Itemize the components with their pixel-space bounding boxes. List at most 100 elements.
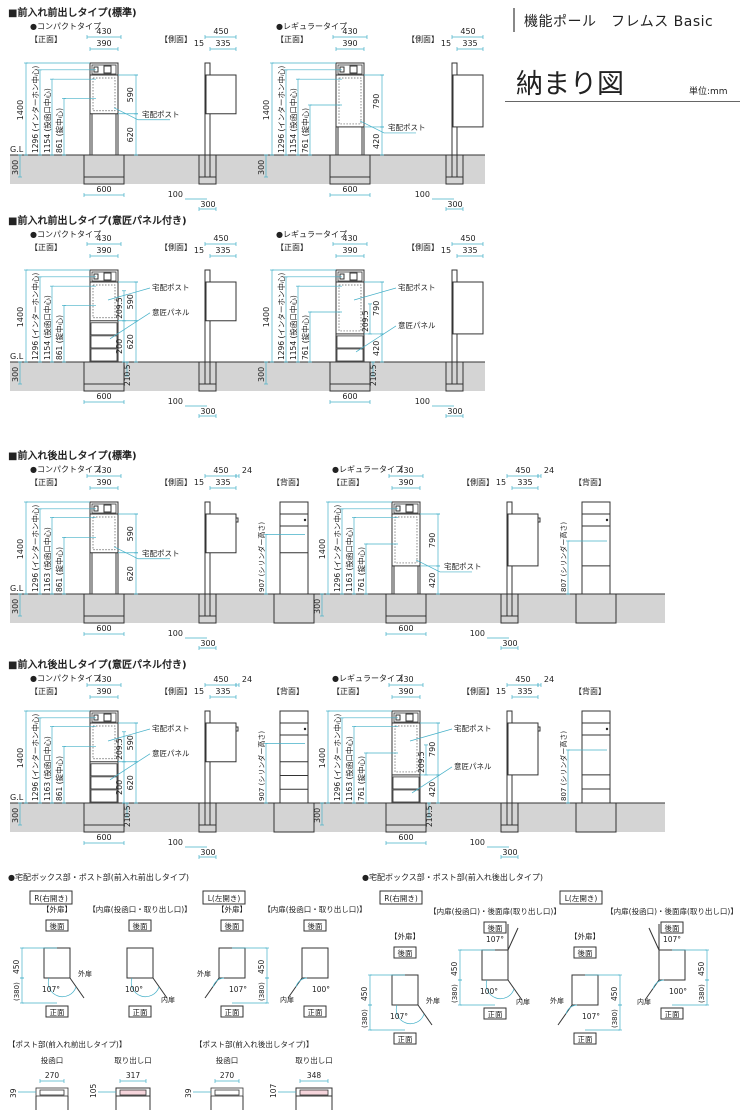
dim-text-intercom: 1296 (インターホン中心)	[30, 714, 40, 801]
side-box	[452, 281, 484, 335]
dim-text: 1400	[318, 748, 327, 768]
front-tag-text: 正面	[225, 1008, 240, 1017]
dim-text: 430	[96, 675, 111, 684]
post-label: 宅配ポスト	[398, 282, 436, 292]
dim-text: 348	[307, 1071, 322, 1080]
post-leader	[113, 107, 139, 121]
view-label: 【内扉(投函口・取り出し口)】	[88, 904, 191, 914]
dim-text: 600	[398, 833, 413, 842]
post-label: 宅配ポスト	[454, 723, 492, 733]
dim-text: 105	[89, 1083, 98, 1098]
cylinder-lock	[605, 518, 609, 522]
section-title: ■前入れ前出しタイプ(意匠パネル付き)	[8, 214, 187, 227]
angle-text: 107°	[582, 1012, 600, 1021]
dim-text: 24	[242, 466, 252, 475]
dim-text: 430	[342, 27, 357, 36]
angle-text: 100°	[669, 987, 687, 996]
dim-text: 39	[9, 1088, 18, 1098]
post-leader	[107, 728, 151, 742]
dim-text: 100	[415, 190, 430, 199]
side-footing-base	[198, 615, 217, 624]
door-label: 外扉	[426, 996, 440, 1005]
design-panel	[90, 335, 118, 349]
camera-icon	[103, 713, 112, 722]
dim-text: 450	[515, 675, 530, 684]
box-door-outline	[92, 516, 116, 551]
front-view-label: 【正面】	[332, 478, 364, 487]
hand-tag-text: R(右開き)	[34, 893, 68, 903]
post-leader	[353, 287, 397, 301]
box-door-outline	[92, 77, 116, 112]
dim-text: 430	[398, 675, 413, 684]
dim-text: (380)	[698, 984, 706, 1003]
box-plan	[571, 974, 599, 1006]
dim-text: 24	[242, 675, 252, 684]
dim-text: 430	[96, 466, 111, 475]
dim-text: 335	[215, 246, 230, 255]
front-view-label: 【正面】	[332, 687, 364, 696]
side-view-label: 【側面】	[462, 686, 494, 696]
delivery-box	[391, 513, 421, 567]
back-frame	[581, 710, 611, 804]
dim-text: 1400	[318, 539, 327, 559]
side-box	[205, 722, 237, 763]
view-label: 【外扉】	[217, 904, 247, 914]
opening-slot	[214, 1089, 240, 1096]
door-label: 内扉	[516, 997, 530, 1006]
front-tag	[45, 1005, 69, 1018]
side-handle	[537, 517, 541, 523]
dim-text: 450	[12, 959, 21, 974]
front-view-label: 【正面】	[30, 243, 62, 252]
back-tag-text: 後面	[398, 948, 413, 958]
box-plan	[126, 947, 154, 979]
dim-text: 450	[515, 466, 530, 475]
dim-text: 100	[168, 397, 183, 406]
front-tag	[220, 1005, 244, 1018]
dim-text: (380)	[611, 1009, 619, 1028]
hand-tag	[202, 890, 246, 905]
box-door-outline	[338, 77, 362, 125]
front-tag	[393, 1032, 417, 1045]
dim-text: 300	[502, 639, 517, 648]
side-box	[205, 513, 237, 554]
side-footing-base	[500, 824, 519, 833]
box-plan	[481, 949, 509, 981]
dim-text: 390	[96, 478, 111, 487]
rear-door	[648, 927, 660, 951]
dim-text: 420	[372, 341, 381, 356]
dim-text-lock: 861 (錠中心)	[54, 315, 64, 360]
detail-title: ●宅配ボックス部・ポスト部(前入れ後出しタイプ)	[362, 872, 543, 882]
design-panel	[336, 335, 364, 349]
dim-text: 590	[126, 526, 135, 541]
post-leader	[107, 287, 151, 301]
dim-text: 15	[496, 687, 506, 696]
dim-text: 24	[544, 466, 554, 475]
box-door-outline	[338, 284, 362, 332]
dim-text: (380)	[451, 984, 459, 1003]
box-door-outline	[394, 725, 418, 773]
dim-text: 450	[460, 27, 475, 36]
front-tag	[303, 1005, 327, 1018]
dim-text: 209.5	[361, 310, 370, 332]
ground-band	[10, 362, 485, 391]
dim-text-cylinder: 807 (シリンダー高さ)	[559, 522, 568, 592]
dim-text-slot: 1163 (投函口中心)	[42, 736, 52, 801]
angle-text: 100°	[312, 985, 330, 994]
dim-text-slot: 1154 (投函口中心)	[42, 295, 52, 360]
section-title: ■前入れ後出しタイプ(標準)	[8, 449, 137, 462]
dim-text-cylinder: 907 (シリンダー高さ)	[257, 731, 266, 801]
front-view-label: 【正面】	[276, 243, 308, 252]
dim-text: 450	[697, 961, 706, 976]
door-label: 内扉	[161, 995, 175, 1004]
dim-text: 107	[269, 1083, 278, 1098]
door-swing	[69, 977, 85, 999]
dim-text-slot: 1154 (投函口中心)	[288, 295, 298, 360]
side-handle	[235, 726, 239, 732]
opening-label: 取り出し口	[114, 1055, 152, 1065]
back-view-label: 【背面】	[574, 477, 606, 487]
side-handle	[537, 726, 541, 732]
swing-arc	[130, 977, 160, 998]
ground-band	[10, 155, 485, 184]
dim-text: 15	[194, 687, 204, 696]
back-tag-text: 後面	[578, 948, 593, 958]
